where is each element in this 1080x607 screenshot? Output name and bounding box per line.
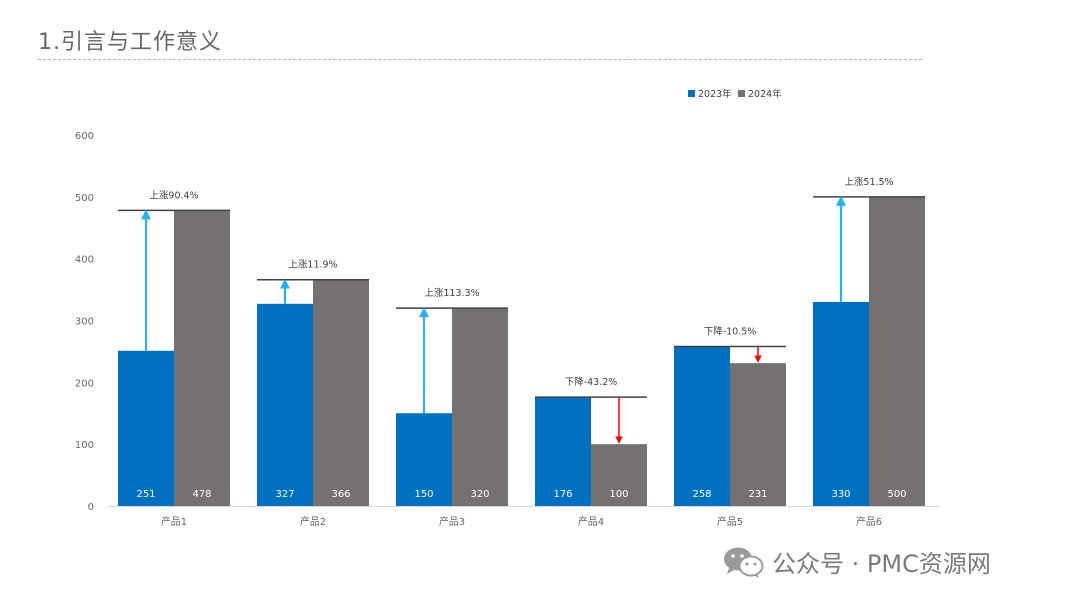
bar-2024 (591, 444, 647, 506)
x-axis: 产品1 产品2 产品3 产品4 产品5 产品6 (108, 506, 940, 528)
data-label-2023: 150 (414, 489, 433, 500)
title-divider (38, 59, 922, 60)
y-tick-label: 400 (75, 255, 94, 266)
x-tick-label: 产品5 (717, 515, 743, 528)
bar-2024 (313, 279, 369, 506)
change-label: 上涨51.5% (844, 177, 893, 188)
bar-2024 (869, 196, 925, 507)
x-tick-label: 产品3 (439, 515, 465, 528)
y-tick-label: 300 (75, 317, 94, 328)
bar-2023 (813, 301, 869, 506)
y-axis: 0 100 200 300 400 500 600 (75, 131, 94, 513)
data-label-2024: 231 (748, 489, 767, 500)
y-tick-label: 600 (75, 131, 94, 142)
data-label-2024: 100 (609, 489, 628, 500)
y-tick-label: 100 (75, 440, 94, 451)
watermark-text: 公众号 · PMC资源网 (772, 550, 991, 578)
change-label: 上涨11.9% (288, 260, 337, 271)
watermark: 公众号 · PMC资源网 (722, 544, 991, 579)
data-label-2023: 251 (136, 489, 155, 500)
bars: 251 478 327 366 150 320 176 100 258 231 330 500 (118, 196, 925, 507)
bar-2024 (730, 363, 786, 506)
bar-2024 (452, 308, 508, 506)
change-label: 下降-43.2% (565, 376, 618, 388)
data-label-2023: 176 (553, 489, 572, 500)
page-title: 1.引言与工作意义 (38, 30, 222, 55)
x-tick-label: 产品1 (161, 515, 187, 528)
y-tick-label: 500 (75, 193, 94, 204)
legend-label: 2024年 (748, 88, 782, 100)
bar-2023 (257, 303, 313, 506)
bar-2023 (674, 346, 730, 506)
y-tick-label: 200 (75, 378, 94, 389)
data-label-2024: 366 (331, 489, 350, 500)
x-tick-label: 产品2 (300, 515, 326, 528)
legend-swatch (688, 90, 695, 97)
x-tick-label: 产品6 (856, 515, 882, 528)
data-label-2023: 330 (831, 489, 850, 500)
x-tick-label: 产品4 (578, 515, 604, 528)
wechat-icon (724, 547, 764, 578)
legend-swatch (738, 90, 745, 97)
data-label-2024: 320 (470, 489, 489, 500)
data-label-2023: 327 (275, 489, 294, 500)
y-tick-label: 0 (88, 502, 94, 513)
change-label: 上涨90.4% (149, 190, 198, 201)
change-annotations: 上涨90.4% 上涨11.9% 上涨113.3% 下降-43.2% 下降-10.5% 上涨… (118, 177, 925, 444)
data-label-2024: 478 (192, 489, 211, 500)
change-label: 上涨113.3% (424, 288, 479, 299)
change-label: 下降-10.5% (704, 325, 757, 337)
data-label-2023: 258 (692, 489, 711, 500)
bar-2023 (535, 397, 591, 506)
legend: 2023年 2024年 (688, 88, 782, 100)
legend-label: 2023年 (698, 88, 732, 100)
bar-2023 (118, 350, 174, 506)
bar-2023 (396, 413, 452, 506)
bar-2024 (174, 210, 230, 507)
data-label-2024: 500 (887, 489, 906, 500)
